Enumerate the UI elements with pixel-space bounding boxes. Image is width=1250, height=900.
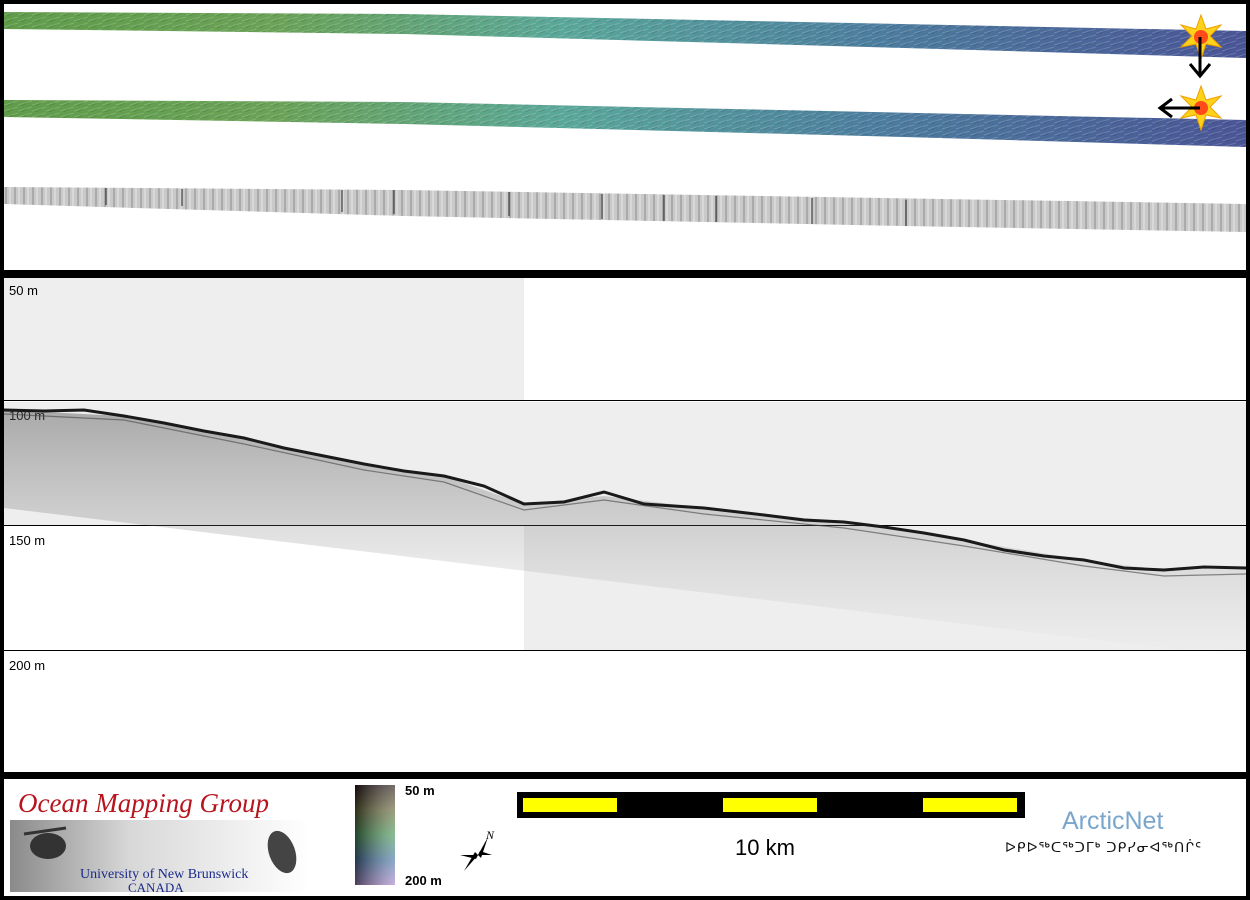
depth-profile-panel: 50 m 100 m 150 m 200 m bbox=[4, 278, 1246, 772]
colorbar-bottom-label: 200 m bbox=[405, 873, 442, 888]
backscatter-strip bbox=[4, 187, 1246, 232]
seafloor-reflector-line bbox=[4, 408, 1246, 572]
profile-data-block-1 bbox=[4, 278, 524, 400]
seafloor-reflector-svg bbox=[4, 408, 1246, 658]
omg-university: University of New Brunswick bbox=[80, 867, 248, 882]
scale-bar bbox=[517, 792, 1025, 818]
north-label: N bbox=[485, 829, 495, 842]
north-arrow-icon: N bbox=[454, 828, 500, 879]
swath-strips-svg bbox=[4, 12, 1246, 232]
depth-label-50: 50 m bbox=[9, 283, 38, 298]
arcticnet-logo-syllabics: ᐅᑭᐅᖅᑕᖅᑐᒥᒃ ᑐᑭᓯᓂᐊᖅᑎᒌᑦ bbox=[1005, 839, 1203, 855]
omg-country: CANADA bbox=[128, 880, 184, 892]
sun-illumination-icon bbox=[1179, 84, 1223, 132]
swath-strips-panel bbox=[4, 4, 1246, 270]
depth-divider bbox=[4, 400, 1246, 401]
legend-footer: Ocean Mapping Group University of New Br… bbox=[4, 779, 1246, 896]
depth-label-200: 200 m bbox=[9, 658, 46, 673]
arrow-left-icon bbox=[1157, 97, 1200, 119]
depth-colorbar bbox=[355, 785, 395, 885]
arrow-down-icon bbox=[1188, 37, 1212, 79]
scale-bar-segment bbox=[923, 798, 1017, 812]
depth-label-150: 150 m bbox=[9, 533, 46, 548]
scale-bar-segment bbox=[523, 798, 617, 812]
depth-divider bbox=[4, 650, 1246, 651]
colorbar-top-label: 50 m bbox=[405, 783, 435, 798]
arcticnet-logo-title: ArcticNet bbox=[1062, 807, 1164, 835]
ocean-mapping-group-logo: Ocean Mapping Group University of New Br… bbox=[10, 784, 310, 895]
scale-label: 10 km bbox=[735, 835, 795, 860]
omg-title: Ocean Mapping Group bbox=[18, 788, 269, 818]
sub-bottom-scatter bbox=[4, 410, 1246, 658]
scale-bar-segment bbox=[723, 798, 817, 812]
